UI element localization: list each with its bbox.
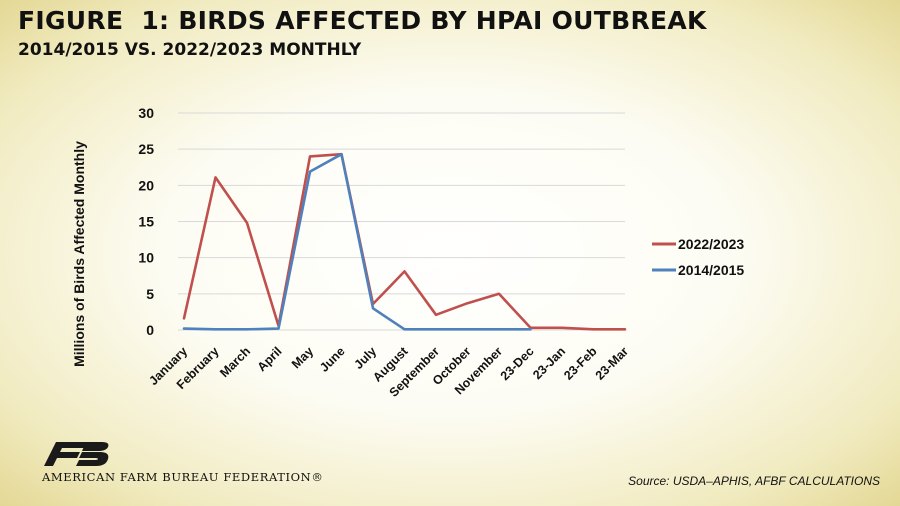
x-tick-label: 23-Jan: [530, 344, 568, 382]
legend: 2022/2023 2014/2015: [652, 236, 744, 278]
series-line: [182, 152, 627, 331]
fb-logo: [44, 442, 109, 466]
y-axis-label: Millions of Birds Affected Monthly: [71, 141, 87, 367]
x-tick-label: March: [217, 344, 253, 380]
series-lines: [182, 152, 627, 331]
y-axis-ticks: 0 5 10 15 20 25 30: [138, 105, 154, 338]
y-tick-label: 5: [146, 286, 154, 302]
x-tick-label: April: [255, 344, 285, 374]
series-line: [182, 152, 532, 331]
y-tick-label: 10: [138, 250, 154, 266]
source-note: Source: USDA–APHIS, AFBF CALCULATIONS: [628, 474, 880, 488]
y-tick-label: 15: [138, 214, 154, 230]
y-tick-label: 0: [146, 322, 154, 338]
chart-title: FIGURE 1: BIRDS AFFECTED BY HPAI OUTBREA…: [18, 6, 707, 35]
legend-label: 2014/2015: [678, 262, 744, 278]
organization-name: AMERICAN FARM BUREAU FEDERATION®: [42, 470, 324, 484]
y-tick-label: 20: [138, 177, 154, 193]
x-tick-label: 23-Feb: [561, 344, 600, 383]
y-tick-label: 30: [138, 105, 154, 121]
x-tick-label: 23-Mar: [593, 344, 631, 382]
chart-subtitle: 2014/2015 VS. 2022/2023 MONTHLY: [18, 40, 362, 60]
legend-label: 2022/2023: [678, 236, 744, 252]
y-tick-label: 25: [138, 141, 154, 157]
x-tick-label: 23-Dec: [498, 344, 537, 383]
x-tick-label: June: [317, 344, 348, 375]
x-tick-label: May: [289, 344, 316, 371]
x-tick-label: July: [352, 344, 380, 372]
